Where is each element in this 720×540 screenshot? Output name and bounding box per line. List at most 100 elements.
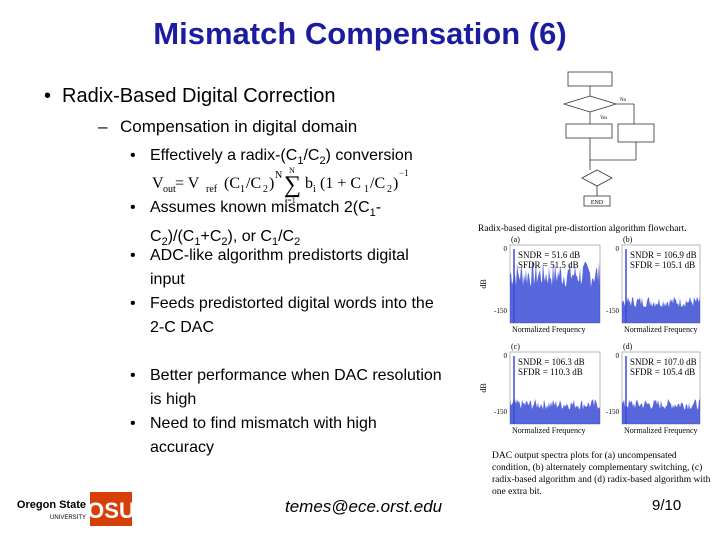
flowchart [562, 71, 655, 207]
panel-label: (c) [511, 342, 520, 351]
subscript: 2 [294, 236, 301, 249]
sfdr: SFDR = 105.1 dB [630, 260, 695, 270]
item-text: ADC-like algorithm predistorts digital i… [150, 247, 409, 288]
formula-part: 2 [263, 184, 268, 195]
formula-part: N [275, 170, 282, 181]
y-top: 0 [616, 245, 620, 253]
page-number: 9/10 [652, 497, 682, 514]
flow-box [583, 195, 611, 207]
item-text: /C [278, 228, 295, 246]
formula-part: i [313, 184, 316, 195]
y-bottom: -150 [494, 408, 507, 416]
subscript: 2 [161, 236, 168, 249]
sfdr: SFDR = 105.4 dB [630, 367, 695, 377]
logo-name: Oregon State [17, 499, 86, 511]
flow-yes: Yes [600, 116, 607, 121]
item-text: -C [150, 199, 382, 246]
logo-mark: OSU [87, 498, 135, 523]
spectrum-noise [510, 398, 600, 424]
item: Effectively a radix-(C1/C2) conversion [130, 144, 445, 173]
subscript: 1 [271, 236, 279, 249]
panel-label: (a) [511, 235, 520, 244]
sndr: SNDR = 107.0 dB [630, 357, 697, 367]
item: ADC-like algorithm predistorts digital i… [130, 244, 445, 292]
subscript: 1 [297, 155, 304, 168]
y-top: 0 [504, 245, 508, 253]
flow-end: END [591, 200, 604, 206]
item: Feeds predistorted digital words into th… [130, 292, 445, 340]
footer-email: temes@ece.orst.edu [285, 497, 443, 516]
item-text: Effectively a radix-(C [150, 147, 298, 164]
subscript: 1 [194, 236, 201, 249]
y-label: dB [479, 383, 488, 392]
flow-box [565, 123, 613, 139]
flow-decision [562, 95, 618, 113]
subscript: 2 [221, 236, 228, 249]
formula-part: ref [206, 184, 218, 195]
y-bottom: -150 [494, 307, 507, 315]
panel-label: (d) [623, 342, 633, 351]
y-bottom: -150 [606, 307, 619, 315]
formula-part: /C [246, 175, 261, 192]
logo-block [90, 492, 132, 526]
y-label: dB [479, 279, 488, 288]
item: Better performance when DAC resolution i… [130, 364, 445, 412]
sndr: SNDR = 106.3 dB [518, 357, 585, 367]
item: Need to find mismatch with high accuracy [130, 412, 445, 460]
formula-part: out [163, 184, 176, 195]
item-text: Need to find mismatch with high accuracy [150, 415, 377, 456]
item-text: +C [200, 228, 222, 246]
formula-part: N [289, 166, 295, 175]
figure-caption: DAC output spectra plots for (a) uncompe… [492, 451, 711, 497]
formula-part: ) [393, 175, 398, 192]
spectrum-noise [622, 295, 700, 323]
y-bottom: -150 [606, 408, 619, 416]
slide-title: Mismatch Compensation (6) [153, 16, 567, 51]
sndr: SNDR = 51.6 dB [518, 250, 580, 260]
x-label: Normalized Frequency [624, 426, 698, 435]
subscript: 2 [319, 155, 326, 168]
formula-part: 1 [240, 184, 245, 195]
item-text: Better performance when DAC resolution i… [150, 367, 442, 408]
subscript: 1 [369, 207, 376, 220]
y-top: 0 [616, 352, 620, 360]
flow-box [617, 123, 655, 143]
sfdr: SFDR = 51.5 dB [518, 260, 579, 270]
x-label: Normalized Frequency [512, 426, 586, 435]
spectrum-noise [622, 398, 700, 424]
sndr: SNDR = 106.9 dB [630, 250, 697, 260]
formula-part: (1 + C [320, 175, 361, 192]
item-text: )/(C [167, 228, 195, 246]
sub-bullet: Compensation in digital domain [98, 117, 357, 137]
item-text: ) conversion [325, 147, 413, 164]
y-top: 0 [504, 352, 508, 360]
formula-part: ∑ [284, 172, 301, 198]
formula-part: = V [175, 175, 200, 192]
formula-part: 1 [364, 184, 369, 195]
item-text: Assumes known mismatch 2(C [150, 199, 370, 216]
formula-part: b [305, 175, 313, 192]
x-label: Normalized Frequency [512, 325, 586, 334]
formula-part: −1 [399, 168, 409, 178]
osu-logo: OSU Oregon State UNIVERSITY [17, 492, 135, 526]
flow-decision [581, 169, 613, 187]
formula-part: /C [370, 175, 385, 192]
x-label: Normalized Frequency [624, 325, 698, 334]
formula-part: i=1 [285, 196, 296, 205]
formula-part: ) [269, 175, 274, 192]
item: Assumes known mismatch 2(C1-C2)/(C1+C2),… [130, 196, 445, 254]
bullet: Radix-Based Digital Correction [44, 85, 335, 108]
item-text: ), or C [227, 228, 272, 246]
formula-part: (C [224, 175, 240, 192]
spectrum-noise [510, 261, 600, 323]
logo-sub: UNIVERSITY [50, 515, 86, 521]
panel-label: (b) [623, 235, 633, 244]
item-text: /C [303, 147, 320, 164]
figure-caption: Radix-based digital pre-distortion algor… [478, 223, 687, 234]
item-text: Feeds predistorted digital words into th… [150, 295, 434, 336]
formula-part: 2 [387, 184, 392, 195]
